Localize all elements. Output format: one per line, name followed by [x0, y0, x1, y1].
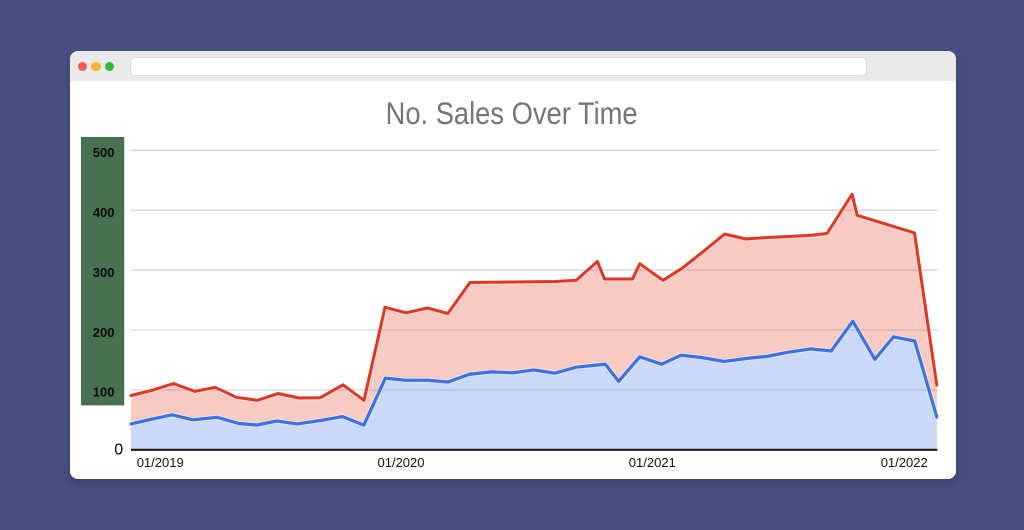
svg-text:500: 500: [93, 145, 115, 160]
svg-text:0: 0: [114, 442, 123, 459]
svg-text:300: 300: [93, 265, 115, 280]
svg-text:01/2019: 01/2019: [137, 455, 184, 470]
svg-text:200: 200: [93, 325, 115, 340]
svg-text:400: 400: [93, 205, 115, 220]
svg-text:100: 100: [93, 385, 115, 400]
svg-text:01/2022: 01/2022: [881, 455, 928, 470]
svg-text:01/2020: 01/2020: [378, 455, 425, 470]
svg-text:No. Sales Over Time: No. Sales Over Time: [386, 95, 638, 131]
svg-text:01/2021: 01/2021: [629, 455, 676, 470]
